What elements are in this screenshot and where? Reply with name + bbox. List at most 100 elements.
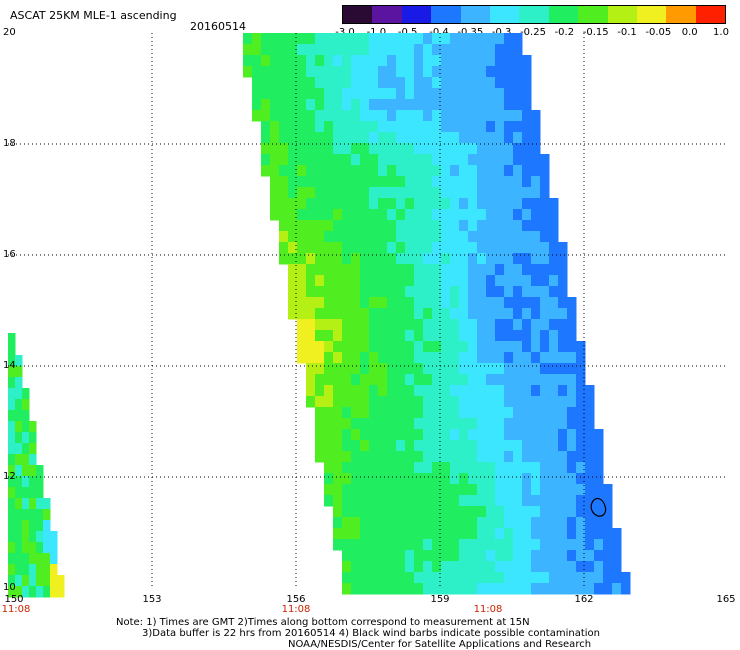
swath-cell bbox=[387, 297, 397, 309]
swath-cell bbox=[522, 88, 532, 100]
swath-cell bbox=[324, 264, 334, 276]
swath-cell bbox=[450, 484, 460, 496]
swath-cell bbox=[333, 154, 343, 166]
swath-cell bbox=[378, 77, 388, 89]
swath-cell bbox=[567, 319, 577, 331]
swath-cell bbox=[423, 495, 433, 507]
swath-cell bbox=[477, 66, 487, 78]
swath-cell bbox=[378, 220, 388, 232]
swath-cell bbox=[459, 33, 469, 45]
swath-cell bbox=[549, 341, 559, 353]
lat-tick-label: 18 bbox=[3, 138, 16, 149]
swath-cell bbox=[522, 506, 532, 518]
swath-cell bbox=[549, 396, 559, 408]
swath-cell bbox=[423, 55, 433, 67]
swath-cell bbox=[468, 583, 478, 595]
swath-cell bbox=[15, 399, 23, 411]
swath-cell bbox=[513, 473, 523, 485]
swath-cell bbox=[405, 506, 415, 518]
swath-cell bbox=[369, 407, 379, 419]
swath-cell bbox=[396, 528, 406, 540]
swath-cell bbox=[315, 55, 325, 67]
swath-cell bbox=[324, 143, 334, 155]
swath-cell bbox=[315, 165, 325, 177]
swath-cell bbox=[378, 495, 388, 507]
swath-cell bbox=[450, 55, 460, 67]
swath-cell bbox=[279, 242, 289, 254]
swath-cell bbox=[441, 187, 451, 199]
swath-cell bbox=[387, 121, 397, 133]
swath-cell bbox=[567, 363, 577, 375]
swath-cell bbox=[522, 484, 532, 496]
swath-cell bbox=[396, 77, 406, 89]
swath-cell bbox=[423, 110, 433, 122]
swath-cell bbox=[477, 374, 487, 386]
swath-cell bbox=[405, 143, 415, 155]
swath-cell bbox=[486, 451, 496, 463]
swath-cell bbox=[450, 176, 460, 188]
swath-cell bbox=[513, 209, 523, 221]
swath-cell bbox=[414, 308, 424, 320]
swath-cell bbox=[513, 286, 523, 298]
swath-cell bbox=[558, 506, 568, 518]
swath-cell bbox=[324, 418, 334, 430]
swath-cell bbox=[603, 561, 613, 573]
swath-cell bbox=[396, 209, 406, 221]
swath-cell bbox=[495, 484, 505, 496]
swath-cell bbox=[486, 561, 496, 573]
swath-cell bbox=[360, 561, 370, 573]
swath-cell bbox=[450, 110, 460, 122]
swath-cell bbox=[540, 275, 550, 287]
swath-cell bbox=[540, 352, 550, 364]
swath-cell bbox=[333, 297, 343, 309]
swath-cell bbox=[306, 66, 316, 78]
swath-cell bbox=[297, 55, 307, 67]
swath-cell bbox=[432, 374, 442, 386]
swath-cell bbox=[459, 253, 469, 265]
swath-cell bbox=[387, 440, 397, 452]
swath-cell bbox=[513, 242, 523, 254]
swath-cell bbox=[468, 253, 478, 265]
swath-cell bbox=[360, 187, 370, 199]
swath-cell bbox=[405, 242, 415, 254]
swath-cell bbox=[459, 363, 469, 375]
swath-cell bbox=[450, 143, 460, 155]
swath-cell bbox=[585, 572, 595, 584]
swath-cell bbox=[522, 440, 532, 452]
swath-cell bbox=[414, 396, 424, 408]
swath-cell bbox=[450, 396, 460, 408]
swath-cell bbox=[495, 220, 505, 232]
swath-cell bbox=[522, 517, 532, 529]
swath-cell bbox=[549, 220, 559, 232]
swath-cell bbox=[576, 572, 586, 584]
swath-cell bbox=[495, 121, 505, 133]
swath-cell bbox=[495, 352, 505, 364]
swath-cell bbox=[522, 275, 532, 287]
swath-cell bbox=[279, 132, 289, 144]
swath-cell bbox=[22, 509, 30, 521]
swath-cell bbox=[504, 77, 514, 89]
swath-cell bbox=[387, 198, 397, 210]
swath-cell bbox=[441, 88, 451, 100]
swath-cell bbox=[468, 418, 478, 430]
swath-cell bbox=[504, 231, 514, 243]
swath-cell bbox=[306, 341, 316, 353]
swath-cell bbox=[468, 198, 478, 210]
swath-cell bbox=[315, 407, 325, 419]
swath-cell bbox=[279, 176, 289, 188]
colorbar-swatch bbox=[578, 6, 608, 23]
swath-cell bbox=[432, 528, 442, 540]
swath-cell bbox=[405, 132, 415, 144]
swath-cell bbox=[477, 231, 487, 243]
swath-cell bbox=[432, 231, 442, 243]
swath-cell bbox=[531, 220, 541, 232]
swath-cell bbox=[351, 352, 361, 364]
swath-cell bbox=[576, 352, 586, 364]
swath-cell bbox=[342, 275, 352, 287]
swath-cell bbox=[540, 561, 550, 573]
swath-cell bbox=[558, 286, 568, 298]
swath-cell bbox=[450, 286, 460, 298]
swath-cell bbox=[414, 286, 424, 298]
swath-cell bbox=[513, 572, 523, 584]
swath-cell bbox=[306, 33, 316, 45]
